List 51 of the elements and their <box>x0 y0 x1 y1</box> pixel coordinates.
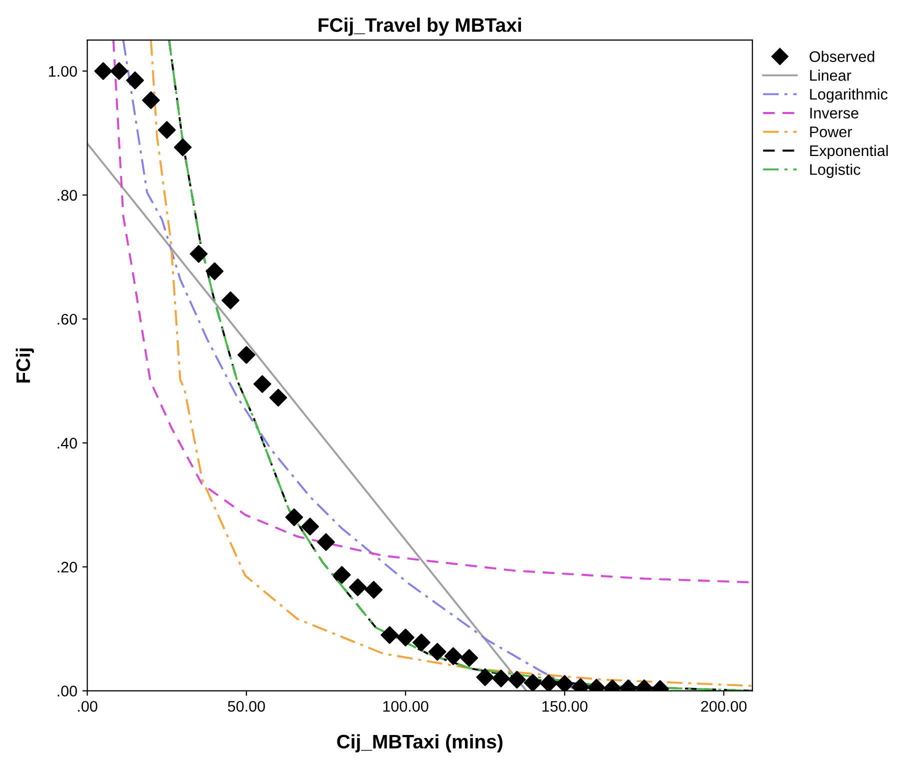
y-tick-label: .00 <box>58 686 77 696</box>
point <box>126 71 144 90</box>
point <box>317 533 335 551</box>
point <box>222 291 240 310</box>
x-axis-title: Cij_MBTaxi (mins) <box>337 734 502 752</box>
point <box>492 670 510 688</box>
x-tick-label: 50.00 <box>228 700 265 712</box>
x-tick-label: .00 <box>78 700 98 712</box>
point <box>253 375 272 393</box>
point <box>556 675 574 691</box>
point <box>142 91 160 110</box>
point <box>269 388 288 407</box>
point <box>348 578 367 596</box>
point <box>94 62 112 80</box>
legend-label: Exponential <box>810 144 888 160</box>
y-axis-title: FCij <box>16 348 34 383</box>
point <box>444 647 462 666</box>
point <box>238 346 256 364</box>
legend-label: Logistic <box>810 164 860 178</box>
y-tick-label: .20 <box>58 562 77 573</box>
legend-label: Logarithmic <box>810 88 888 103</box>
legend-label: Linear <box>810 70 852 81</box>
point <box>332 566 351 584</box>
legend-label: Power <box>810 126 852 138</box>
point <box>476 668 494 686</box>
legend-label: Inverse <box>810 108 858 118</box>
point <box>380 626 399 644</box>
point <box>285 508 304 526</box>
x-tick-label: 150.00 <box>542 700 588 712</box>
point <box>508 670 526 689</box>
point <box>174 138 192 156</box>
point <box>460 649 478 667</box>
legend-label: Observed <box>810 50 874 62</box>
point <box>206 262 224 280</box>
point <box>301 518 319 536</box>
point <box>396 628 414 646</box>
chart-title: FCij_Travel by MBTaxi <box>318 18 521 36</box>
point <box>190 244 208 263</box>
x-tick-label: 100.00 <box>383 700 428 712</box>
point <box>364 580 383 599</box>
y-tick-label: .60 <box>58 314 77 325</box>
x-tick-label: 200.00 <box>701 700 747 712</box>
y-tick-label: 1.00 <box>49 66 77 77</box>
point <box>428 642 446 661</box>
point <box>110 62 128 80</box>
point <box>524 674 542 691</box>
y-tick-label: .40 <box>58 438 77 449</box>
point <box>412 634 430 652</box>
point <box>158 121 176 139</box>
y-tick-label: .80 <box>58 190 77 201</box>
point <box>540 674 558 691</box>
